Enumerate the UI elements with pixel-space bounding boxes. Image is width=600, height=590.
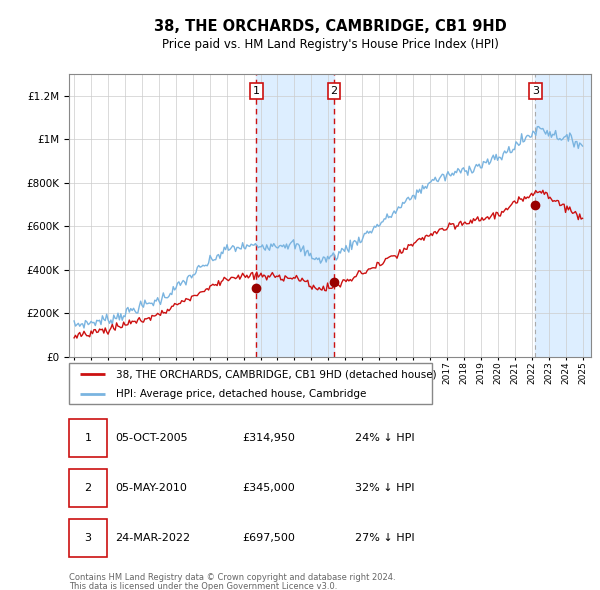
Text: 24% ↓ HPI: 24% ↓ HPI xyxy=(355,433,414,443)
Text: 27% ↓ HPI: 27% ↓ HPI xyxy=(355,533,414,543)
FancyBboxPatch shape xyxy=(69,520,107,557)
Text: Contains HM Land Registry data © Crown copyright and database right 2024.: Contains HM Land Registry data © Crown c… xyxy=(69,572,395,582)
Text: 24-MAR-2022: 24-MAR-2022 xyxy=(115,533,190,543)
Text: £345,000: £345,000 xyxy=(242,483,295,493)
FancyBboxPatch shape xyxy=(69,419,107,457)
FancyBboxPatch shape xyxy=(69,470,107,507)
Text: 05-MAY-2010: 05-MAY-2010 xyxy=(115,483,187,493)
Text: 32% ↓ HPI: 32% ↓ HPI xyxy=(355,483,414,493)
Text: 1: 1 xyxy=(85,433,91,443)
Text: 05-OCT-2005: 05-OCT-2005 xyxy=(115,433,188,443)
Text: 2: 2 xyxy=(331,86,337,96)
Bar xyxy=(256,74,334,357)
Text: 38, THE ORCHARDS, CAMBRIDGE, CB1 9HD: 38, THE ORCHARDS, CAMBRIDGE, CB1 9HD xyxy=(154,19,506,34)
Text: £697,500: £697,500 xyxy=(242,533,295,543)
Text: 3: 3 xyxy=(85,533,91,543)
Text: £314,950: £314,950 xyxy=(242,433,295,443)
Text: HPI: Average price, detached house, Cambridge: HPI: Average price, detached house, Camb… xyxy=(116,389,367,399)
Bar xyxy=(535,74,591,357)
Text: 38, THE ORCHARDS, CAMBRIDGE, CB1 9HD (detached house): 38, THE ORCHARDS, CAMBRIDGE, CB1 9HD (de… xyxy=(116,369,437,379)
Text: 3: 3 xyxy=(532,86,539,96)
Text: Price paid vs. HM Land Registry's House Price Index (HPI): Price paid vs. HM Land Registry's House … xyxy=(161,38,499,51)
Text: 2: 2 xyxy=(85,483,91,493)
Text: This data is licensed under the Open Government Licence v3.0.: This data is licensed under the Open Gov… xyxy=(69,582,337,590)
Text: 1: 1 xyxy=(253,86,260,96)
